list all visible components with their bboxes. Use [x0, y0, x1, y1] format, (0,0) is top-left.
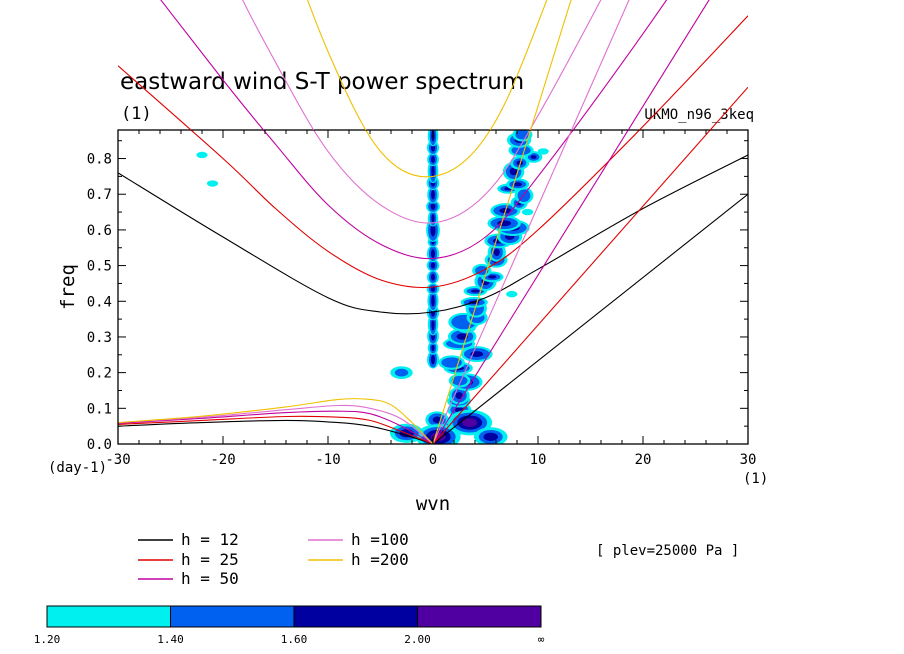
shade-mark: [521, 208, 534, 216]
legend-label: h = 50: [181, 569, 239, 588]
curve-kelvin-4: [432, 130, 532, 444]
curve-ext-kelvin-2: [627, 0, 710, 130]
shade-mark: [441, 357, 462, 368]
curve-rossby-2: [118, 410, 434, 444]
curve-kelvin-2: [432, 130, 629, 444]
curve-kelvin-1: [432, 130, 711, 444]
colorbar-segment: [46, 605, 171, 628]
shade-mark: [431, 295, 435, 307]
y-tick-label: 0.7: [87, 187, 112, 203]
colorbar-label: 1.60: [281, 633, 308, 646]
x-tick-label: -20: [210, 452, 235, 468]
axes: -30 -20 -10 0 10 20 30 0.0 0.1 0.2 0.3 0.4 0.5 0.6 0.7…: [87, 130, 757, 468]
curve-rossby-1: [118, 415, 434, 444]
curve-rossby-3: [118, 404, 434, 444]
legend-label: h =200: [351, 550, 409, 569]
shade-mark: [506, 290, 518, 298]
shade-mark: [431, 273, 435, 281]
shade-mark: [431, 344, 435, 352]
shade-mark: [497, 220, 512, 227]
colorbar-label: 1.20: [34, 633, 61, 646]
shade-mark: [513, 182, 522, 187]
chart-title: eastward wind S-T power spectrum: [120, 69, 524, 95]
x-tick-label: 20: [635, 452, 652, 468]
shade-mark: [430, 203, 436, 210]
title-units: (1): [121, 104, 152, 124]
x-tick-label: -30: [105, 452, 130, 468]
y-tick-label: 0.5: [87, 259, 112, 275]
curve-kelvin-0: [432, 193, 748, 444]
shade-mark: [206, 180, 219, 187]
y-axis-title: freq: [57, 264, 79, 310]
shade-mark: [509, 167, 518, 176]
x-tick-label: 30: [740, 452, 757, 468]
colorbar: 1.20 1.40 1.60 2.00 ∞: [34, 605, 545, 646]
shade-mark: [196, 151, 208, 159]
shade-mark: [516, 160, 524, 166]
y-tick-label: 0.6: [87, 223, 112, 239]
y-axis-unit: (day-1): [48, 460, 107, 476]
shade-mark: [431, 190, 435, 200]
shade-mark: [493, 248, 500, 256]
shade-mark: [470, 289, 480, 293]
x-axis-unit: (1): [743, 471, 768, 487]
shade-mark: [455, 392, 463, 400]
colorbar-segment: [417, 605, 542, 628]
shade-mark: [451, 375, 468, 386]
y-tick-label: 0.8: [87, 152, 112, 168]
shade-mark: [530, 155, 537, 159]
colorbar-segment: [170, 605, 295, 628]
shade-mark: [394, 368, 409, 377]
curve-ext-igw-2: [160, 0, 668, 130]
curve-igw-2: [262, 130, 574, 260]
x-axis-title: wvn: [416, 493, 450, 515]
power-shading: [196, 130, 549, 444]
y-tick-label: 0.3: [87, 330, 112, 346]
shade-mark: [431, 354, 435, 365]
shade-mark: [431, 156, 435, 163]
shade-mark: [431, 214, 435, 223]
curve-extensions: [118, 0, 748, 130]
shade-mark: [462, 418, 478, 427]
curve-rossby-0: [118, 419, 434, 444]
legend-label: h = 12: [181, 530, 239, 549]
plot-data: [118, 130, 748, 444]
x-tick-label: 10: [530, 452, 547, 468]
shade-mark: [537, 148, 549, 155]
curve-igw-1: [190, 130, 641, 289]
legend-label: h = 25: [181, 550, 239, 569]
x-tick-label: 0: [429, 452, 437, 468]
colorbar-label: ∞: [538, 633, 545, 646]
colorbar-segment: [293, 605, 418, 628]
level-note: [ plev=25000 Pa ]: [596, 543, 739, 559]
shade-mark: [430, 262, 436, 269]
y-tick-label: 0.1: [87, 401, 112, 417]
curve-kelvin-3: [432, 130, 573, 444]
shade-mark: [488, 275, 497, 279]
y-tick-label: 0.0: [87, 437, 112, 453]
curve-igw-0: [118, 154, 748, 315]
shade-mark: [430, 249, 436, 259]
colorbar-label: 2.00: [404, 633, 431, 646]
shade-mark: [431, 164, 435, 178]
shade-mark: [430, 223, 436, 237]
curve-ext-kelvin-3: [570, 0, 630, 130]
curve-igw-3: [313, 130, 531, 224]
dispersion-curves: [118, 130, 748, 444]
curve-igw-4: [365, 130, 491, 178]
curve-rossby-4: [118, 398, 434, 444]
y-tick-label: 0.4: [87, 294, 112, 310]
legend-label: h =100: [351, 530, 409, 549]
y-tick-label: 0.2: [87, 366, 112, 382]
colorbar-label: 1.40: [157, 633, 184, 646]
shade-mark: [483, 432, 498, 441]
x-tick-label: -10: [315, 452, 340, 468]
shade-mark: [456, 333, 468, 340]
dataset-label: UKMO_n96_3keq: [644, 107, 754, 123]
shade-mark: [432, 416, 442, 423]
shade-mark: [431, 318, 435, 331]
